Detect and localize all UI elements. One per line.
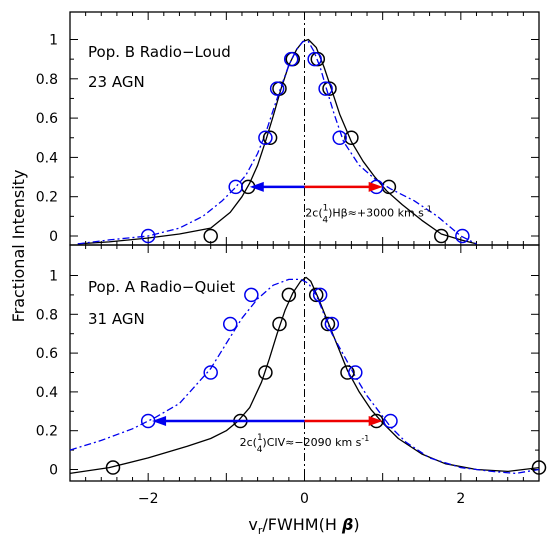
- top-blue-marker: [283, 51, 299, 67]
- bottom-y-tick-label: 0.2: [36, 424, 58, 440]
- top-black-marker: [203, 228, 218, 244]
- top-blue-arrow-head: [249, 181, 264, 192]
- bottom-black-marker: [272, 316, 287, 332]
- bottom-annotation-sup: -1: [361, 434, 369, 443]
- top-black-marker: [310, 51, 326, 67]
- bottom-blue-marker: [324, 316, 340, 332]
- top-panel-markers: [140, 51, 470, 244]
- bottom-panel-annotation: 2c(1 4)CIV≈−2090 km s-1: [240, 433, 370, 455]
- top-black-marker: [262, 130, 278, 145]
- bottom-black-marker: [340, 365, 355, 380]
- bottom-annotation-post: )CIV≈−2090 km s: [262, 436, 361, 449]
- top-annotation-post: )Hβ≈+3000 km s: [328, 206, 424, 219]
- bottom-y-tick-label: 0.6: [36, 346, 58, 362]
- bottom-blue-marker: [222, 316, 238, 332]
- top-annotation-text: 2c(1 4)Hβ≈+3000 km s-1: [305, 203, 432, 225]
- x-tick-label: 2: [456, 491, 465, 507]
- bottom-blue-marker: [244, 287, 259, 303]
- bottom-panel-ticks: 0 0.2 0.4 0.6 0.8 1 −2 0 2: [36, 245, 540, 507]
- top-panel: 00.20.40.60.81 Pop. B Radio−Loud 23 AGN …: [36, 11, 540, 246]
- top-annotation-sup: -1: [424, 204, 432, 213]
- bottom-y-tick-label: 1: [49, 269, 58, 285]
- top-y-tick-label: 1: [49, 33, 58, 49]
- top-panel-arrows: [249, 181, 383, 192]
- bottom-black-marker: [308, 287, 324, 303]
- x-tick-label: −2: [138, 491, 159, 507]
- top-annotation-num: 1: [323, 203, 329, 213]
- bottom-blue-marker: [348, 365, 363, 380]
- x-tick-label: 0: [300, 491, 309, 507]
- bottom-annotation-text: 2c(1 4)CIV≈−2090 km s-1: [240, 433, 370, 455]
- top-blue-marker: [258, 130, 273, 145]
- x-axis-title-rest: /FWHM(H: [262, 515, 342, 534]
- top-blue-marker: [140, 228, 156, 244]
- top-panel-ticks: 0 0.2 0.4 0.6 0.8 1: [36, 12, 540, 245]
- top-blue-marker: [269, 81, 285, 96]
- bottom-panel-label-line1: Pop. A Radio−Quiet: [88, 278, 235, 296]
- bottom-blue-marker: [383, 413, 398, 429]
- top-annotation-pre: 2c(: [305, 206, 322, 219]
- top-y-tick-label: 0.6: [36, 111, 58, 127]
- top-blue-marker: [228, 179, 243, 195]
- bottom-black-marker: [105, 460, 121, 475]
- bottom-blue-marker: [312, 287, 328, 303]
- bottom-panel-label-line2: 31 AGN: [88, 310, 145, 328]
- x-axis-title: vr/FWHM(H β): [248, 515, 359, 537]
- bottom-black-marker: [281, 287, 297, 303]
- bottom-annotation-den: 4: [257, 445, 263, 455]
- bottom-y-tick-label: 0.8: [36, 307, 58, 323]
- x-axis-title-beta: β: [341, 515, 353, 534]
- top-black-marker: [434, 228, 449, 244]
- x-axis-title-main: v: [248, 515, 257, 534]
- top-black-marker: [344, 130, 359, 145]
- bottom-y-tick-label: 0: [49, 463, 58, 479]
- top-panel-label-line2: 23 AGN: [88, 73, 145, 91]
- top-blue-marker: [455, 228, 470, 244]
- bottom-y-tick-label: 0.4: [36, 385, 58, 401]
- bottom-panel: 0 0.2 0.4 0.6 0.8 1 −2 0 2 Pop. A Radio−Quiet 31…: [36, 244, 547, 507]
- y-axis-title: Fractional Intensity: [9, 170, 28, 323]
- bottom-annotation-pre: 2c(: [240, 436, 257, 449]
- bottom-black-marker: [531, 460, 547, 475]
- top-y-tick-label: 0.2: [36, 190, 58, 206]
- x-axis-title-close: ): [353, 515, 359, 534]
- bottom-annotation-num: 1: [257, 433, 263, 443]
- top-panel-label-line1: Pop. B Radio−Loud: [88, 43, 231, 61]
- bottom-panel-arrows: [152, 416, 383, 426]
- top-y-tick-label: 0: [49, 229, 58, 245]
- top-y-tick-label: 0.4: [36, 150, 58, 166]
- bottom-black-series-line: [69, 276, 540, 475]
- top-annotation-den: 4: [322, 215, 328, 225]
- top-y-tick-label: 0.8: [36, 72, 58, 88]
- bottom-blue-arrow-head: [152, 416, 167, 426]
- top-black-marker: [322, 81, 337, 96]
- bottom-black-marker: [258, 365, 273, 380]
- top-black-marker: [381, 179, 397, 195]
- bottom-blue-marker: [203, 365, 218, 380]
- bottom-black-marker: [320, 316, 336, 332]
- x-axis-title-sub: r: [258, 524, 263, 537]
- top-red-arrow-head: [368, 181, 383, 192]
- top-blue-marker: [318, 81, 333, 96]
- bottom-red-arrow-head: [368, 416, 383, 426]
- top-panel-annotation: 2c(1 4)Hβ≈+3000 km s-1: [305, 203, 432, 225]
- top-blue-marker: [332, 130, 347, 145]
- top-blue-marker: [307, 51, 322, 67]
